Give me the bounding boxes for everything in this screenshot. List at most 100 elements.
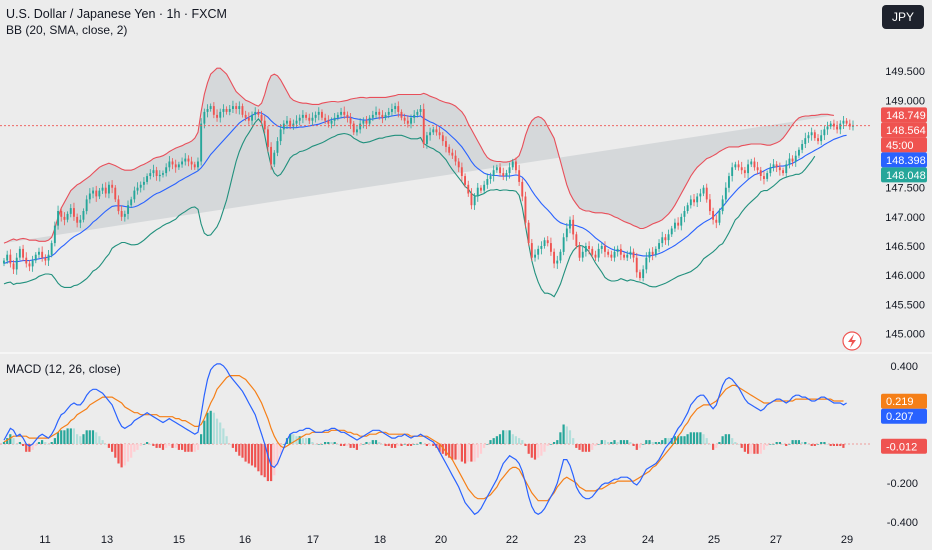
candle[interactable] [273, 150, 276, 168]
candle[interactable] [578, 241, 581, 261]
candle[interactable] [413, 110, 416, 124]
candle[interactable] [391, 103, 393, 116]
macd-histogram-bar[interactable] [718, 442, 721, 444]
candle[interactable] [740, 161, 743, 175]
candle[interactable] [247, 112, 250, 125]
macd-histogram-bar[interactable] [823, 442, 826, 444]
candle[interactable] [47, 250, 50, 266]
candle[interactable] [123, 210, 126, 222]
macd-histogram-bar[interactable] [136, 444, 139, 450]
macd-histogram-bar[interactable] [333, 442, 336, 444]
macd-histogram-bar[interactable] [807, 444, 810, 445]
candle[interactable] [696, 193, 699, 208]
candle[interactable] [50, 240, 53, 258]
macd-histogram-bar[interactable] [727, 434, 731, 444]
macd-histogram-bar[interactable] [28, 444, 31, 452]
candle[interactable] [9, 249, 12, 268]
macd-histogram-bar[interactable] [476, 444, 479, 458]
macd-histogram-bar[interactable] [836, 444, 839, 446]
candle[interactable] [18, 246, 21, 261]
candle[interactable] [117, 195, 120, 215]
macd-histogram-bar[interactable] [661, 440, 664, 444]
candle[interactable] [705, 183, 708, 203]
macd-histogram-bar[interactable] [327, 442, 330, 444]
candle[interactable] [543, 237, 546, 249]
macd-histogram-bar[interactable] [142, 444, 145, 445]
macd-histogram-bar[interactable] [314, 444, 317, 445]
candle[interactable] [473, 193, 476, 210]
candle[interactable] [282, 120, 285, 135]
candle[interactable] [25, 252, 28, 268]
price-pane[interactable] [0, 67, 872, 298]
macd-histogram-bar[interactable] [686, 434, 689, 444]
macd-histogram-bar[interactable] [689, 432, 692, 444]
macd-histogram-bar[interactable] [568, 430, 572, 444]
candle[interactable] [747, 159, 749, 179]
macd-histogram-bar[interactable] [47, 444, 50, 445]
macd-histogram-bar[interactable] [114, 444, 117, 458]
candle[interactable] [232, 100, 234, 114]
macd-histogram-bar[interactable] [368, 442, 371, 444]
macd-histogram-bar[interactable] [260, 444, 263, 476]
candle[interactable] [537, 245, 540, 260]
candle[interactable] [149, 169, 152, 180]
candle[interactable] [460, 162, 463, 182]
candle[interactable] [193, 161, 196, 170]
candle[interactable] [743, 166, 746, 178]
candle[interactable] [715, 215, 718, 229]
macd-histogram-bar[interactable] [37, 442, 41, 444]
macd-histogram-bar[interactable] [174, 444, 177, 448]
macd-histogram-bar[interactable] [651, 442, 654, 444]
macd-histogram-bar[interactable] [464, 444, 467, 464]
candle[interactable] [480, 185, 482, 194]
candle[interactable] [823, 126, 826, 140]
indicator-label[interactable]: BB (20, SMA, close, 2) [6, 23, 127, 37]
macd-histogram-bar[interactable] [371, 440, 374, 444]
candle[interactable] [222, 104, 225, 118]
candle[interactable] [677, 217, 680, 230]
candle[interactable] [152, 164, 155, 178]
candle[interactable] [820, 129, 823, 146]
candle[interactable] [371, 110, 374, 122]
macd-histogram-bar[interactable] [715, 444, 718, 448]
macd-histogram-bar[interactable] [629, 442, 632, 444]
macd-histogram-bar[interactable] [667, 438, 670, 444]
macd-histogram-bar[interactable] [289, 434, 292, 444]
macd-histogram-bar[interactable] [448, 444, 451, 458]
candle[interactable] [556, 255, 559, 269]
macd-histogram-bar[interactable] [581, 444, 584, 452]
macd-histogram-bar[interactable] [247, 444, 250, 464]
macd-histogram-bar[interactable] [740, 444, 743, 448]
macd-histogram-bar[interactable] [171, 444, 174, 448]
macd-histogram-bar[interactable] [301, 438, 304, 444]
macd-histogram-bar[interactable] [712, 444, 715, 450]
macd-histogram-bar[interactable] [422, 444, 425, 445]
macd-title[interactable]: MACD (12, 26, close) [6, 362, 121, 376]
candle[interactable] [34, 252, 37, 264]
candle[interactable] [629, 246, 632, 259]
candle[interactable] [384, 112, 387, 121]
macd-histogram-bar[interactable] [724, 434, 727, 444]
candle[interactable] [600, 242, 603, 254]
candle[interactable] [524, 191, 527, 229]
macd-histogram-bar[interactable] [457, 444, 460, 460]
macd-histogram-bar[interactable] [355, 444, 358, 450]
candle[interactable] [829, 120, 832, 130]
macd-histogram-bar[interactable] [607, 442, 610, 444]
macd-histogram-bar[interactable] [397, 444, 400, 446]
macd-histogram-bar[interactable] [794, 440, 797, 444]
macd-histogram-bar[interactable] [673, 436, 676, 444]
macd-histogram-bar[interactable] [454, 444, 457, 460]
macd-histogram-bar[interactable] [130, 444, 133, 458]
candle[interactable] [212, 102, 215, 119]
macd-histogram-bar[interactable] [95, 432, 98, 444]
candle[interactable] [254, 107, 257, 121]
macd-histogram-bar[interactable] [622, 440, 626, 444]
candle[interactable] [136, 182, 139, 195]
candle[interactable] [365, 115, 368, 130]
macd-histogram-bar[interactable] [654, 442, 657, 444]
candle[interactable] [499, 163, 501, 177]
candle[interactable] [575, 231, 578, 249]
macd-histogram-bar[interactable] [588, 444, 591, 452]
candle[interactable] [95, 185, 98, 202]
